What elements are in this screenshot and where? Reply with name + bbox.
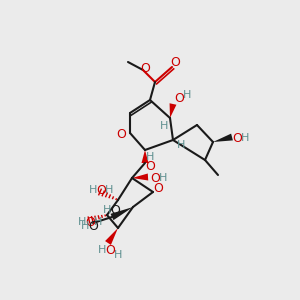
- Text: H: H: [146, 152, 154, 162]
- Text: O: O: [85, 215, 95, 229]
- Text: H: H: [177, 140, 185, 150]
- Text: H: H: [78, 217, 86, 227]
- Text: O: O: [105, 244, 115, 256]
- Text: H: H: [159, 173, 167, 183]
- Text: H: H: [183, 90, 191, 100]
- Text: H: H: [98, 245, 106, 255]
- Polygon shape: [169, 103, 176, 118]
- Text: H: H: [81, 221, 89, 231]
- Text: H: H: [94, 217, 102, 227]
- Polygon shape: [213, 134, 233, 142]
- Text: O: O: [140, 61, 150, 74]
- Text: O: O: [110, 203, 120, 217]
- Text: O: O: [170, 56, 180, 70]
- Text: O: O: [232, 131, 242, 145]
- Text: H: H: [105, 185, 113, 195]
- Text: O: O: [88, 220, 98, 232]
- Text: O: O: [145, 160, 155, 172]
- Polygon shape: [105, 228, 118, 245]
- Polygon shape: [132, 173, 148, 181]
- Polygon shape: [142, 150, 148, 163]
- Text: H: H: [241, 133, 249, 143]
- Polygon shape: [110, 207, 133, 220]
- Text: O: O: [116, 128, 126, 142]
- Text: H: H: [114, 250, 122, 260]
- Text: H: H: [89, 185, 97, 195]
- Text: O: O: [153, 182, 163, 196]
- Text: H: H: [103, 205, 111, 215]
- Text: O: O: [96, 184, 106, 196]
- Text: O: O: [150, 172, 160, 184]
- Text: O: O: [174, 92, 184, 106]
- Text: H: H: [160, 121, 168, 131]
